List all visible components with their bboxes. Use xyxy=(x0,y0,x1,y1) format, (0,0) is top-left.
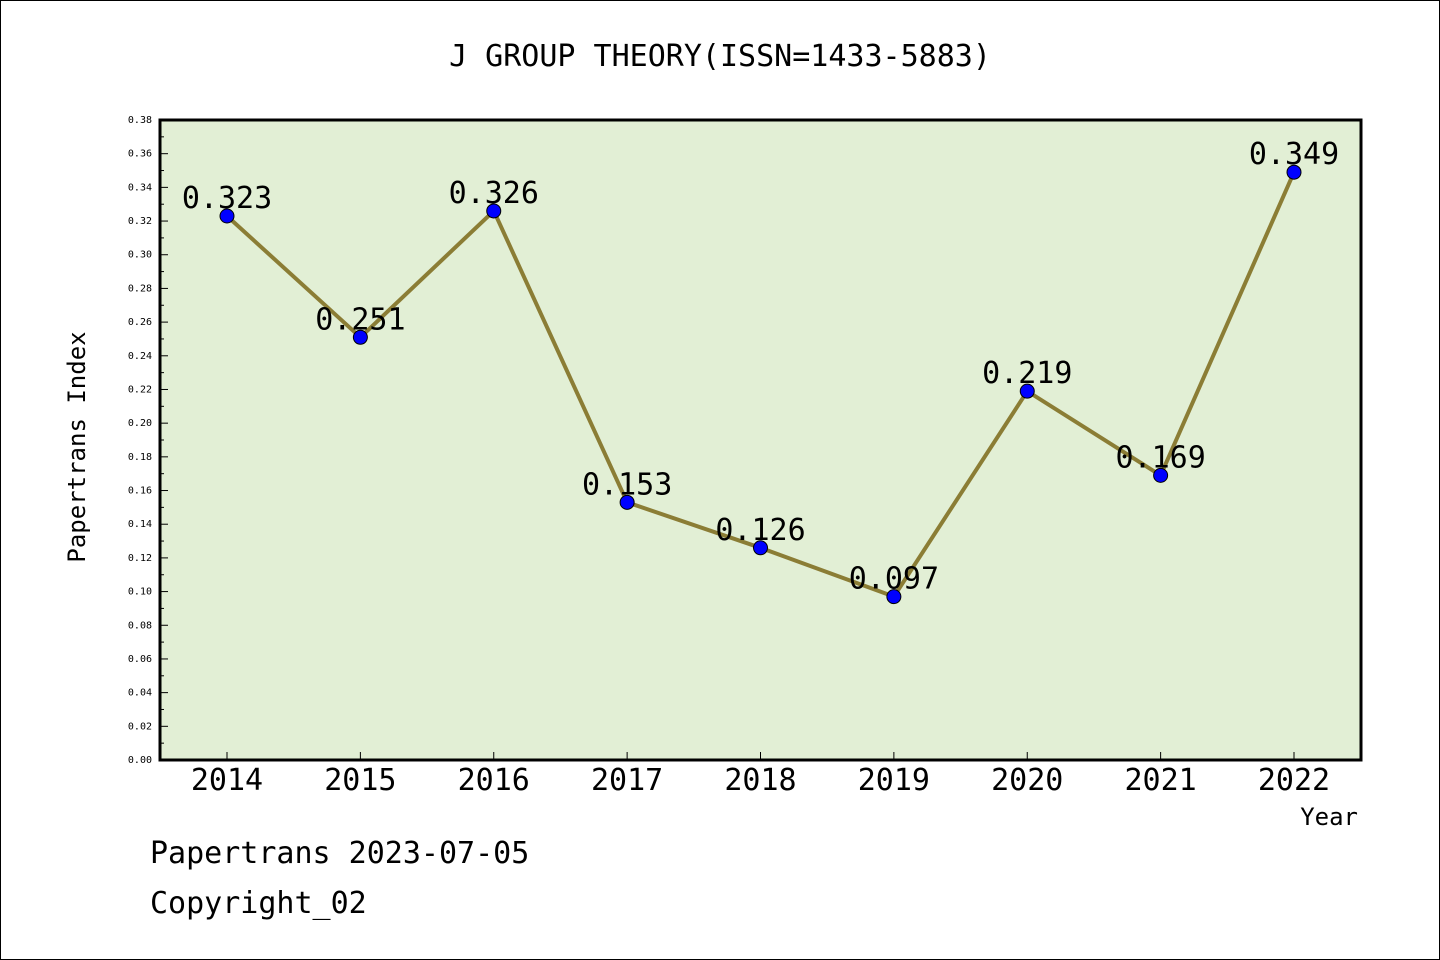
data-point xyxy=(886,589,902,605)
y-tick-label: 0.38 xyxy=(128,115,152,126)
x-tick-label: 2018 xyxy=(724,763,796,798)
x-tick-label: 2015 xyxy=(324,763,396,798)
data-point xyxy=(219,208,235,224)
data-label: 0.219 xyxy=(982,356,1072,391)
data-labels: 0.323 0.251 0.326 0.153 0.126 0.097 0.219 0.169… xyxy=(182,137,1339,596)
x-tick-label: 2019 xyxy=(858,763,930,798)
x-axis: 2014 2015 2016 2017 2018 2019 2020 2021 2022 xyxy=(191,752,1330,798)
x-axis-label: Year xyxy=(1300,803,1358,831)
y-tick-label: 0.20 xyxy=(128,418,152,429)
data-label: 0.097 xyxy=(849,562,939,597)
y-tick-label: 0.24 xyxy=(128,351,152,362)
y-tick-label: 0.32 xyxy=(128,216,152,227)
y-tick-label: 0.12 xyxy=(128,553,152,564)
y-tick-label: 0.10 xyxy=(128,587,152,598)
x-tick-label: 2021 xyxy=(1125,763,1197,798)
x-tick-label: 2014 xyxy=(191,763,263,798)
data-point xyxy=(486,203,502,219)
y-tick-label: 0.36 xyxy=(128,149,152,160)
data-point xyxy=(1019,383,1035,399)
y-tick-label: 0.30 xyxy=(128,250,152,261)
x-tick-label: 2022 xyxy=(1258,763,1330,798)
y-tick-label: 0.02 xyxy=(128,721,152,732)
series-markers xyxy=(219,164,1302,605)
data-point xyxy=(619,494,635,510)
y-tick-label: 0.08 xyxy=(128,620,152,631)
y-axis-label: Papertrans Index xyxy=(63,331,91,562)
y-tick-label: 0.34 xyxy=(128,182,152,193)
y-tick-label: 0.22 xyxy=(128,384,152,395)
data-label: 0.326 xyxy=(449,176,539,211)
y-tick-label: 0.04 xyxy=(128,688,152,699)
data-label: 0.169 xyxy=(1115,440,1205,475)
y-tick-label: 0.06 xyxy=(128,654,152,665)
y-tick-label: 0.18 xyxy=(128,452,152,463)
data-point xyxy=(753,540,768,556)
data-label: 0.349 xyxy=(1249,137,1339,172)
data-point xyxy=(1153,467,1169,483)
data-point xyxy=(352,329,368,345)
plot-border xyxy=(158,118,1363,762)
y-tick-label: 0.28 xyxy=(128,283,152,294)
y-axis: 0.00 0.02 0.04 0.06 0.08 0.10 0.12 0.14 0.16 0.18… xyxy=(128,115,168,766)
x-tick-label: 2016 xyxy=(458,763,530,798)
chart-title: J GROUP THEORY(ISSN=1433-5883) xyxy=(449,39,991,74)
y-tick-label: 0.14 xyxy=(128,519,152,530)
data-label: 0.323 xyxy=(182,181,272,216)
footer-source: Papertrans 2023-07-05 xyxy=(150,836,530,871)
x-tick-label: 2020 xyxy=(991,763,1063,798)
y-tick-label: 0.16 xyxy=(128,486,152,497)
y-tick-label: 0.26 xyxy=(128,317,152,328)
data-label: 0.251 xyxy=(315,302,405,337)
footer-copyright: Copyright_02 xyxy=(150,886,367,921)
plot-area xyxy=(160,120,1361,760)
y-tick-label: 0.00 xyxy=(128,755,152,766)
data-point xyxy=(1286,164,1302,180)
data-label: 0.153 xyxy=(582,467,672,502)
x-tick-label: 2017 xyxy=(591,763,663,798)
data-label: 0.126 xyxy=(715,513,805,548)
